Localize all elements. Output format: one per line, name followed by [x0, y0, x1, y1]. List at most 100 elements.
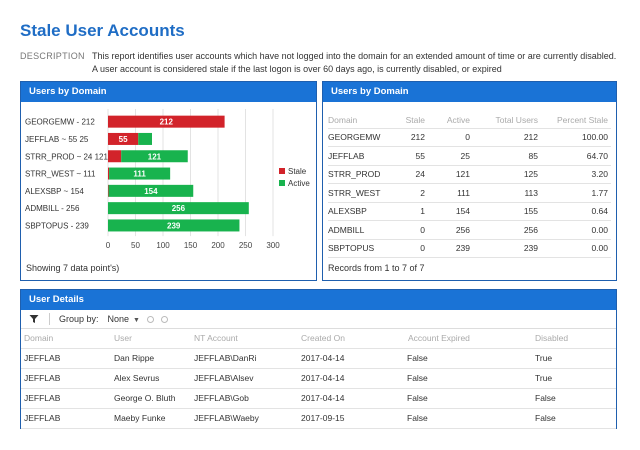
bar-active [109, 167, 171, 180]
cell: 64.70 [541, 146, 611, 166]
table-header-row: Domain User NT Account Created On Accoun… [21, 329, 616, 349]
group-by-select[interactable]: None ▼ [108, 314, 140, 324]
cell: ADMBILL [328, 220, 386, 240]
chart-panel-header: Users by Domain [21, 82, 316, 102]
bar-active [108, 219, 240, 232]
page-title: Stale User Accounts [20, 21, 185, 40]
table-row[interactable]: ADMBILL 0 256 256 0.00 [328, 220, 611, 240]
data-label: 154 [144, 187, 158, 196]
column-header-domain[interactable]: Domain [21, 329, 111, 349]
column-header-account-expired[interactable]: Account Expired [405, 329, 535, 349]
cell: False [535, 408, 616, 429]
cell: 0.00 [541, 239, 611, 258]
table-row[interactable]: JEFFLAB George O. Bluth JEFFLAB\Gob 2017-04… [21, 388, 616, 409]
data-label: 55 [119, 135, 128, 144]
table-row[interactable]: SBPTOPUS 0 239 239 0.00 [328, 239, 611, 258]
table-footer: Records from 1 to 7 of 7 [328, 263, 425, 273]
cell: 154 [428, 202, 473, 221]
table-panel-header: Users by Domain [323, 82, 616, 102]
table-header-row: Domain Stale Active Total Users Percent … [328, 112, 611, 129]
cell: 125 [473, 165, 541, 184]
category-label: JEFFLAB ~ 55 25 [25, 135, 89, 144]
table-row[interactable]: ALEXSBP 1 154 155 0.64 [328, 202, 611, 221]
table-row[interactable]: STRR_WEST 2 111 113 1.77 [328, 183, 611, 203]
cell: STRR_PROD [328, 165, 386, 184]
table-row[interactable]: JEFFLAB Alex Sevrus JEFFLAB\Alsev 2017-04-1… [21, 368, 616, 389]
cell: 2017-04-14 [298, 388, 405, 409]
bar-stale [108, 184, 109, 197]
x-tick-label: 50 [131, 241, 140, 250]
filter-icon[interactable] [29, 314, 39, 324]
bar-active [121, 150, 188, 163]
cell: 0.64 [541, 202, 611, 221]
bar-active [108, 184, 194, 197]
legend-swatch [279, 180, 285, 186]
cell: 0.00 [541, 220, 611, 240]
bar-active [138, 132, 152, 145]
cell: GEORGEMW [328, 128, 386, 147]
column-header-domain[interactable]: Domain [328, 112, 386, 129]
column-header-total-users[interactable]: Total Users [473, 112, 541, 129]
bar-stale [108, 150, 122, 163]
cell: 256 [473, 220, 541, 240]
chart-footer: Showing 7 data point's) [26, 263, 120, 273]
bar-stale [108, 115, 225, 128]
column-header-created-on[interactable]: Created On [298, 329, 405, 349]
cell: 2 [386, 183, 428, 203]
legend-label: Stale [288, 167, 307, 176]
cell: 155 [473, 202, 541, 221]
user-details-panel: User Details Group by: None ▼ Domain User… [20, 289, 617, 429]
cell: False [405, 368, 535, 389]
table-row[interactable]: JEFFLAB Dan Rippe JEFFLAB\DanRi 2017-04-14 F… [21, 348, 616, 369]
cell: False [535, 388, 616, 409]
legend-swatch [279, 168, 285, 174]
cell: 24 [386, 165, 428, 184]
x-tick-label: 150 [184, 241, 198, 250]
column-header-active[interactable]: Active [428, 112, 473, 129]
table-row[interactable]: JEFFLAB Maeby Funke JEFFLAB\Waeby 2017-09-1… [21, 408, 616, 429]
x-tick-label: 200 [211, 241, 225, 250]
bar-stale [108, 167, 110, 180]
column-header-stale[interactable]: Stale [386, 112, 428, 129]
cell: 212 [473, 128, 541, 147]
toolbar-divider [49, 313, 50, 325]
cell: STRR_WEST [328, 183, 386, 203]
cell: 212 [386, 128, 428, 147]
cell: False [405, 348, 535, 369]
collapse-groups-icon[interactable] [160, 315, 168, 323]
cell: Alex Sevrus [111, 368, 191, 389]
cell: 3.20 [541, 165, 611, 184]
details-toolbar: Group by: None ▼ [21, 310, 616, 329]
x-tick-label: 0 [106, 241, 111, 250]
expand-groups-icon[interactable] [146, 315, 154, 323]
category-label: STRR_PROD ~ 24 121 [25, 152, 108, 161]
group-by-label: Group by: [59, 314, 99, 324]
group-by-value: None [107, 314, 130, 324]
cell: JEFFLAB\DanRi [191, 348, 298, 369]
table-row[interactable]: GEORGEMW 212 0 212 100.00 [328, 128, 611, 147]
cell: 2017-09-15 [298, 408, 405, 429]
details-panel-header: User Details [21, 290, 616, 310]
cell: Dan Rippe [111, 348, 191, 369]
cell: ALEXSBP [328, 202, 386, 221]
cell: Maeby Funke [111, 408, 191, 429]
cell: 25 [428, 146, 473, 166]
x-tick-label: 300 [266, 241, 280, 250]
user-details-table: Domain User NT Account Created On Accoun… [21, 329, 616, 429]
category-label: ALEXSBP ~ 154 [25, 187, 84, 196]
cell: 2017-04-14 [298, 348, 405, 369]
bar-stale [108, 132, 139, 145]
column-header-user[interactable]: User [111, 329, 191, 349]
column-header-nt-account[interactable]: NT Account [191, 329, 298, 349]
column-header-percent-stale[interactable]: Percent Stale [541, 112, 611, 129]
category-label: GEORGEMW - 212 [25, 118, 95, 127]
cell: 100.00 [541, 128, 611, 147]
table-row[interactable]: STRR_PROD 24 121 125 3.20 [328, 165, 611, 184]
users-by-domain-chart: 0 50 100 150 200 250 300 GEORGEMW - 212 212 JEFFL… [25, 109, 310, 250]
table-row[interactable]: JEFFLAB 55 25 85 64.70 [328, 146, 611, 166]
chevron-down-icon: ▼ [133, 317, 140, 324]
column-header-disabled[interactable]: Disabled [535, 329, 616, 349]
description-text: This report identifies user accounts whi… [92, 51, 617, 74]
bar-active [108, 202, 249, 215]
cell: 113 [473, 183, 541, 203]
